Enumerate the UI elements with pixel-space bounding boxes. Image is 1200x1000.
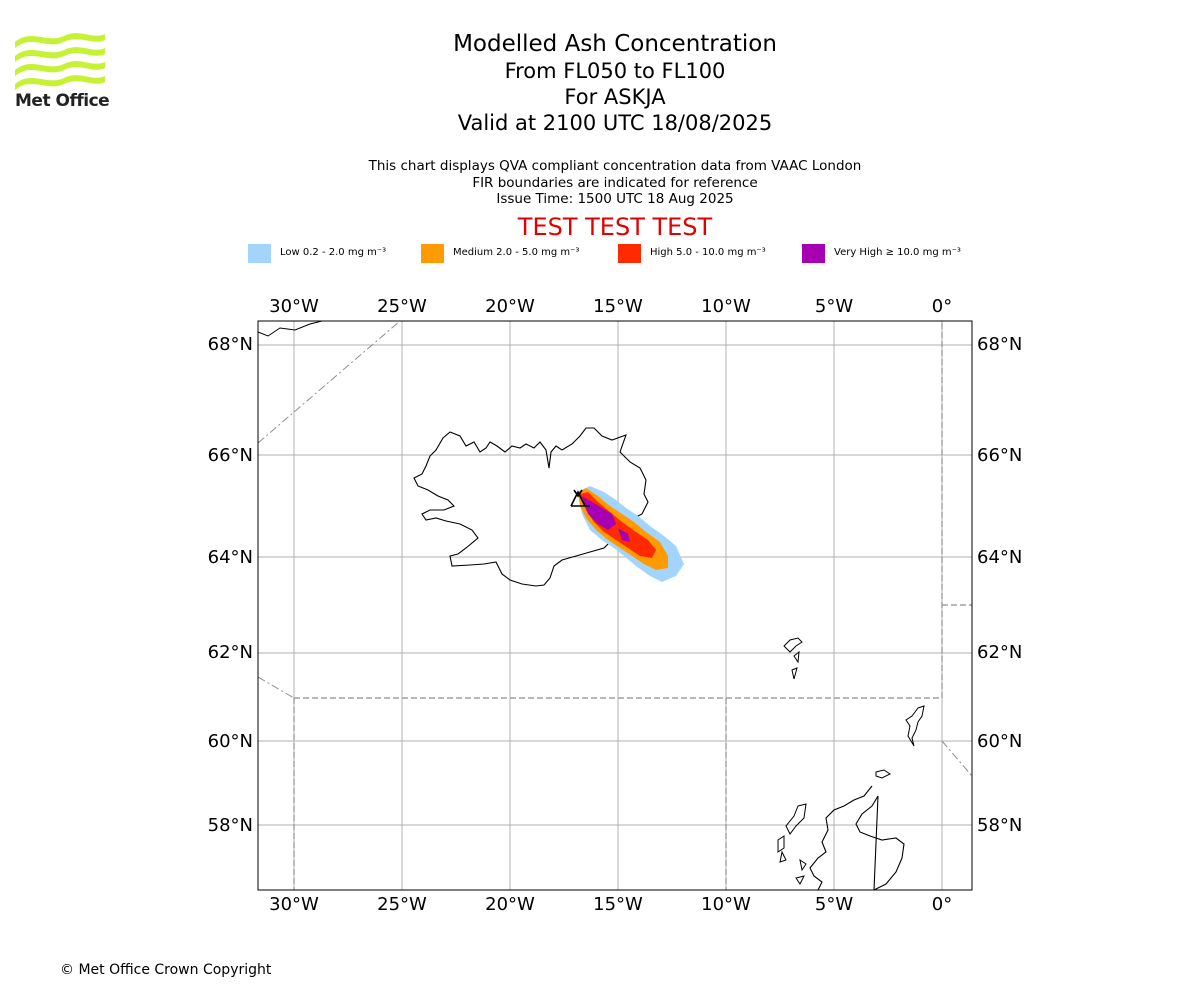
hebrides-islands xyxy=(777,803,807,885)
greenland-coast xyxy=(258,321,323,337)
met-office-logo xyxy=(15,33,105,90)
test-banner: TEST TEST TEST xyxy=(517,213,713,241)
lon-label-top-25w: 25°W xyxy=(377,296,427,317)
logo-wave-3 xyxy=(15,61,105,76)
lat-label-left-58n: 58°N xyxy=(208,815,253,836)
description-line-2: FIR boundaries are indicated for referen… xyxy=(472,174,758,191)
volcano-marker xyxy=(570,489,590,507)
chart-title: Modelled Ash Concentration xyxy=(453,31,777,57)
description-line-1: This chart displays QVA compliant concen… xyxy=(368,158,862,174)
copyright-notice: © Met Office Crown Copyright xyxy=(60,962,272,978)
fir-boundary-greenland xyxy=(258,321,401,444)
fir-boundaries-dashdot xyxy=(258,321,972,777)
graticule xyxy=(258,321,972,890)
legend-label-very-high: Very High ≥ 10.0 mg m⁻³ xyxy=(834,247,961,258)
legend-swatch-very-high xyxy=(802,244,825,263)
lon-label-bottom-30w: 30°W xyxy=(269,894,319,915)
logo-wave-4 xyxy=(15,75,105,90)
lon-label-bottom-0: 0° xyxy=(932,894,952,915)
legend-label-high: High 5.0 - 10.0 mg m⁻³ xyxy=(650,247,766,258)
volcano-name: For ASKJA xyxy=(564,85,666,109)
lat-label-left-68n: 68°N xyxy=(208,334,253,355)
lon-label-top-30w: 30°W xyxy=(269,296,319,317)
legend-swatch-low xyxy=(248,244,271,263)
valid-time: Valid at 2100 UTC 18/08/2025 xyxy=(457,111,773,135)
ash-very-high-2 xyxy=(618,528,630,542)
lon-label-bottom-15w: 15°W xyxy=(593,894,643,915)
shetland-islands xyxy=(905,705,925,747)
chart-description: This chart displays QVA compliant concen… xyxy=(315,158,915,208)
legend-swatch-high xyxy=(618,244,641,263)
lat-label-left-60n: 60°N xyxy=(208,731,253,752)
lon-label-top-10w: 10°W xyxy=(701,296,751,317)
legend-swatch-medium xyxy=(421,244,444,263)
iceland-coast xyxy=(413,427,649,587)
latitude-labels-right: 68°N 66°N 64°N 62°N 60°N 58°N xyxy=(977,334,1022,836)
lat-label-left-66n: 66°N xyxy=(208,445,253,466)
chart-title-block: Modelled Ash Concentration From FL050 to… xyxy=(315,30,915,136)
issue-time: Issue Time: 1500 UTC 18 Aug 2025 xyxy=(496,191,734,207)
legend: Low 0.2 - 2.0 mg m⁻³ Medium 2.0 - 5.0 mg… xyxy=(0,244,1200,264)
lon-label-top-0: 0° xyxy=(932,296,952,317)
ash-cloud xyxy=(578,486,684,582)
lon-label-bottom-5w: 5°W xyxy=(815,894,853,915)
logo-wave-1 xyxy=(15,33,105,48)
latitude-labels-left: 68°N 66°N 64°N 62°N 60°N 58°N xyxy=(208,334,253,836)
lat-label-right-58n: 58°N xyxy=(977,815,1022,836)
fir-boundaries xyxy=(293,321,972,890)
faroe-islands xyxy=(783,637,803,680)
longitude-labels-top: 30°W 25°W 20°W 15°W 10°W 5°W 0° xyxy=(269,296,952,317)
fir-boundary-southeast xyxy=(941,740,972,777)
scotland-coast xyxy=(809,785,905,890)
lon-label-bottom-25w: 25°W xyxy=(377,894,427,915)
map-frame xyxy=(257,320,973,891)
logo-wave-2 xyxy=(15,47,105,62)
lat-label-right-62n: 62°N xyxy=(977,642,1022,663)
orkney-islands xyxy=(875,769,891,779)
lat-label-right-64n: 64°N xyxy=(977,547,1022,568)
lat-label-right-68n: 68°N xyxy=(977,334,1022,355)
lat-label-right-60n: 60°N xyxy=(977,731,1022,752)
lon-label-top-15w: 15°W xyxy=(593,296,643,317)
fir-boundary-south xyxy=(294,321,943,699)
lat-label-left-64n: 64°N xyxy=(208,547,253,568)
legend-label-medium: Medium 2.0 - 5.0 mg m⁻³ xyxy=(453,247,580,258)
fir-boundary-southwest xyxy=(258,676,295,699)
lat-label-right-66n: 66°N xyxy=(977,445,1022,466)
lon-label-bottom-10w: 10°W xyxy=(701,894,751,915)
flight-level-range: From FL050 to FL100 xyxy=(504,59,726,83)
ash-very-high xyxy=(582,496,616,530)
legend-label-low: Low 0.2 - 2.0 mg m⁻³ xyxy=(280,247,387,258)
logo-text: Met Office xyxy=(15,91,110,111)
longitude-labels-bottom: 30°W 25°W 20°W 15°W 10°W 5°W 0° xyxy=(269,894,952,915)
lat-label-left-62n: 62°N xyxy=(208,642,253,663)
lon-label-top-5w: 5°W xyxy=(815,296,853,317)
lon-label-top-20w: 20°W xyxy=(485,296,535,317)
lon-label-bottom-20w: 20°W xyxy=(485,894,535,915)
